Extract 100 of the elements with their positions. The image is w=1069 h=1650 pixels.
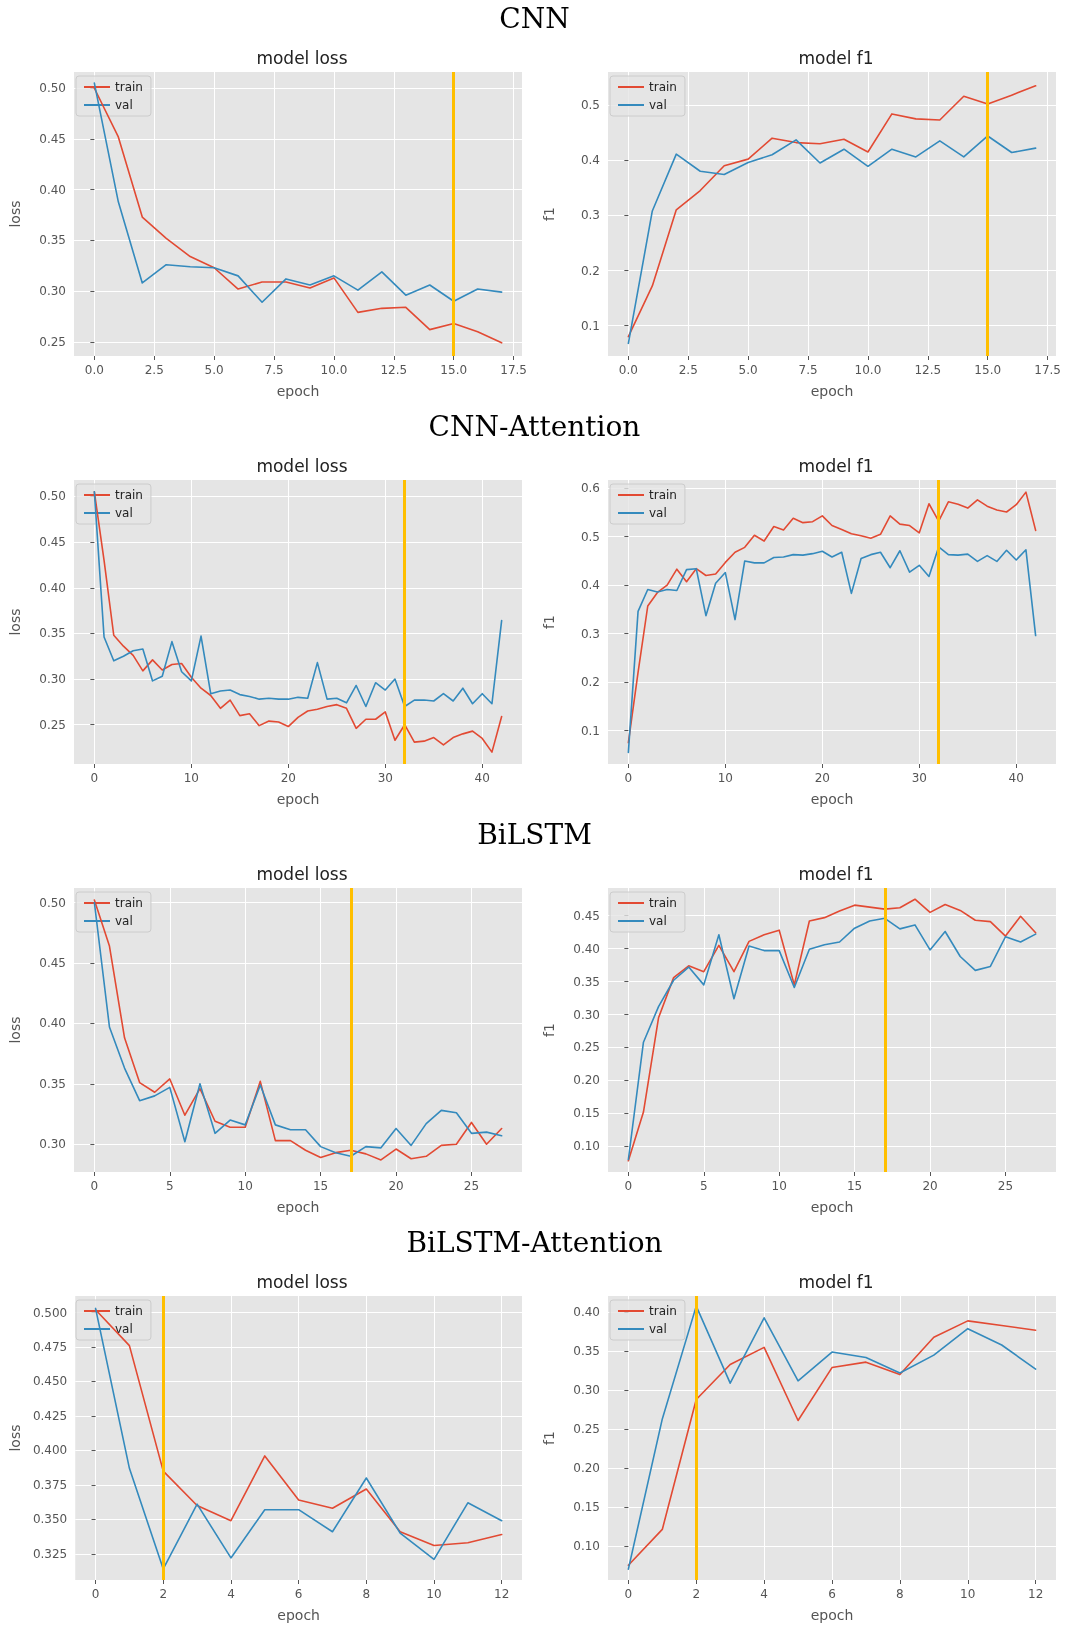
x-tick-label: 12.5	[380, 363, 408, 377]
y-axis-title: loss	[7, 1424, 23, 1452]
x-axis-title: epoch	[810, 383, 854, 399]
x-tick-label: 15.0	[440, 363, 468, 377]
x-tick-label: 10	[960, 1587, 976, 1601]
y-tick-label: 0.350	[32, 1512, 68, 1527]
y-axis-title: loss	[7, 200, 23, 228]
x-tick-label: 15.0	[974, 363, 1002, 377]
legend-label: train	[649, 1304, 677, 1318]
x-tick-label: 4	[760, 1587, 768, 1601]
y-tick-label: 0.3	[580, 208, 600, 223]
x-axis-title: epoch	[276, 791, 320, 807]
x-axis-title: epoch	[810, 791, 854, 807]
x-tick-label: 8	[362, 1587, 371, 1601]
chart-title: model loss	[256, 47, 348, 68]
x-tick-label: 5	[165, 1179, 174, 1193]
y-tick-label: 0.1	[580, 318, 600, 333]
y-tick-label: 0.5	[580, 98, 600, 113]
y-tick-label: 0.10	[573, 1139, 600, 1154]
x-tick-label: 6	[294, 1587, 303, 1601]
x-tick-label: 30	[377, 771, 393, 785]
y-axis-title: f1	[541, 615, 557, 629]
y-axis-title: loss	[7, 608, 23, 636]
y-tick-label: 0.50	[39, 489, 66, 504]
x-tick-label: 4	[227, 1587, 235, 1601]
legend-label: val	[115, 506, 133, 520]
x-tick-label: 15	[312, 1179, 329, 1193]
y-tick-label: 0.475	[32, 1340, 68, 1355]
x-tick-label: 10.0	[320, 363, 348, 377]
text: CNN	[498, 1, 571, 37]
y-tick-label: 0.3	[580, 626, 600, 641]
x-tick-label: 5.0	[738, 363, 758, 377]
y-tick-label: 0.4	[580, 578, 600, 593]
legend-label: train	[649, 80, 677, 94]
y-tick-label: 0.15	[573, 1106, 600, 1121]
text: BiLSTM-Attention	[405, 1225, 664, 1261]
x-axis-title: epoch	[810, 1607, 854, 1623]
text: CNN-Attention	[427, 409, 642, 445]
legend-label: val	[649, 1322, 667, 1336]
line-series	[627, 135, 1037, 345]
y-tick-label: 0.25	[573, 1422, 600, 1437]
x-tick-label: 12	[494, 1587, 510, 1601]
line-series	[627, 546, 1037, 754]
y-tick-label: 0.375	[32, 1477, 68, 1492]
x-tick-label: 25	[997, 1179, 1014, 1193]
y-tick-label: 0.30	[39, 284, 66, 299]
y-tick-label: 0.450	[32, 1374, 68, 1389]
x-tick-label: 0.0	[84, 363, 104, 377]
x-tick-label: 20	[388, 1179, 404, 1193]
x-tick-label: 10	[237, 1179, 253, 1193]
legend-label: val	[649, 506, 667, 520]
x-tick-label: 0	[624, 1179, 633, 1193]
x-axis-title: epoch	[810, 1199, 854, 1215]
y-tick-label: 0.4	[580, 153, 600, 168]
legend-label: train	[115, 80, 143, 94]
x-tick-label: 17.5	[500, 363, 527, 377]
x-tick-label: 7.5	[264, 363, 284, 377]
y-tick-label: 0.50	[39, 81, 66, 96]
x-tick-label: 0.0	[618, 363, 638, 377]
legend-label: train	[649, 488, 677, 502]
y-tick-label: 0.25	[39, 717, 66, 732]
y-tick-label: 0.35	[39, 1076, 66, 1091]
x-tick-label: 0	[624, 1587, 633, 1601]
chart-title: model f1	[798, 47, 874, 68]
legend-label: train	[115, 1304, 143, 1318]
x-axis-title: epoch	[277, 1607, 320, 1623]
y-tick-label: 0.425	[32, 1408, 68, 1423]
y-tick-label: 0.30	[573, 1383, 600, 1398]
x-tick-label: 5.0	[204, 363, 224, 377]
y-tick-label: 0.15	[573, 1499, 600, 1514]
x-tick-label: 10	[771, 1179, 787, 1193]
x-tick-label: 30	[911, 771, 927, 785]
chart-title: model f1	[798, 863, 874, 884]
y-axis-title: loss	[7, 1016, 23, 1044]
y-tick-label: 0.40	[573, 941, 600, 956]
x-tick-label: 20	[280, 771, 296, 785]
y-tick-label: 0.400	[32, 1443, 68, 1458]
chart-title: model f1	[798, 1271, 874, 1292]
chart-title: model f1	[798, 455, 874, 476]
legend-label: train	[649, 896, 677, 910]
legend-label: train	[115, 488, 143, 502]
y-tick-label: 0.40	[39, 580, 66, 595]
y-tick-label: 0.25	[39, 334, 66, 349]
x-tick-label: 20	[922, 1179, 938, 1193]
x-tick-label: 40	[1008, 771, 1024, 785]
x-tick-label: 40	[474, 771, 490, 785]
x-tick-label: 10	[426, 1587, 442, 1601]
x-tick-label: 2.5	[144, 363, 164, 377]
y-tick-label: 0.35	[39, 626, 66, 641]
y-tick-label: 0.45	[39, 535, 66, 550]
y-tick-label: 0.1	[580, 723, 600, 738]
y-tick-label: 0.20	[573, 1460, 600, 1475]
x-tick-label: 12.5	[914, 363, 942, 377]
y-tick-label: 0.5	[580, 529, 600, 544]
x-axis-title: epoch	[276, 1199, 320, 1215]
x-tick-label: 0	[90, 771, 99, 785]
y-tick-label: 0.2	[580, 675, 600, 690]
y-tick-label: 0.6	[580, 481, 600, 496]
y-tick-label: 0.40	[39, 182, 66, 197]
x-tick-label: 2	[692, 1587, 701, 1601]
